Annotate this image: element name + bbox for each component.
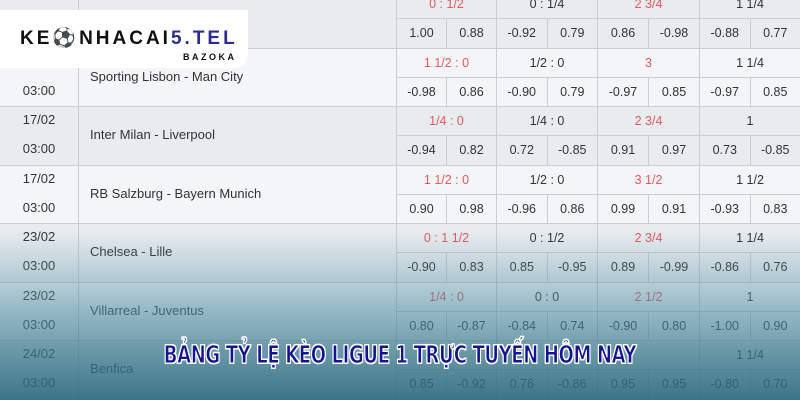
date-cell	[0, 165, 79, 223]
odds-value[interactable]: -0.85	[546, 136, 598, 166]
odds-value[interactable]: 1.00	[396, 19, 446, 49]
handicap-header: 1 1/2 : 0	[396, 48, 496, 78]
match-name[interactable]: RB Salzburg - Bayern Munich	[90, 185, 262, 201]
odds-value[interactable]: 0.73	[699, 136, 750, 166]
odds-value[interactable]: 0.77	[749, 19, 800, 49]
match-name[interactable]: Inter Milan - Liverpool	[90, 127, 215, 142]
match-date: 17/02	[22, 112, 56, 127]
odds-value[interactable]: 0.79	[546, 77, 598, 107]
match-date: 17/02	[22, 170, 56, 186]
odds-value[interactable]: 0.83	[749, 194, 800, 224]
handicap-header: 1 1/2	[699, 165, 800, 195]
gradient-overlay	[0, 230, 800, 400]
match-time: 03:00	[22, 82, 56, 98]
banner-title: BẢNG TỶ LỆ KÈO LIGUE 1 TRỰC TUYẾN HÔM NA…	[163, 340, 637, 370]
handicap-header: 2 3/4	[597, 107, 699, 136]
odds-value[interactable]: 0.90	[396, 194, 446, 224]
odds-value[interactable]: 0.86	[546, 194, 598, 224]
handicap-header: 3	[597, 48, 699, 78]
odds-value[interactable]: 0.88	[446, 19, 496, 49]
handicap-header: 2 3/4	[597, 0, 699, 19]
odds-value[interactable]: 0.85	[749, 77, 800, 107]
date-cell	[0, 48, 79, 106]
odds-value[interactable]: 0.79	[546, 19, 598, 49]
odds-value[interactable]: -0.94	[396, 136, 446, 166]
logo-subtext: BAZOKA	[183, 52, 237, 62]
match-time: 03:00	[22, 141, 56, 156]
date-cell	[0, 107, 79, 165]
handicap-header: 0 : 1/2	[396, 0, 496, 19]
handicap-header: 1 1/2 : 0	[396, 165, 496, 195]
handicap-header: 0 : 1/4	[496, 0, 597, 19]
odds-value[interactable]: -0.97	[699, 77, 750, 107]
handicap-header: 3 1/2	[597, 165, 699, 195]
odds-value[interactable]: -0.90	[496, 77, 547, 107]
handicap-header: 1 1/4	[699, 48, 800, 78]
odds-value[interactable]: -0.98	[396, 77, 446, 107]
handicap-header: 1 1/4	[699, 0, 800, 19]
handicap-header: 1/4 : 0	[396, 107, 496, 136]
handicap-header: 1/4 : 0	[496, 107, 597, 136]
match-name[interactable]: Sporting Lisbon - Man City	[90, 68, 244, 84]
odds-value[interactable]: -0.93	[699, 194, 750, 224]
odds-value[interactable]: -0.85	[749, 136, 800, 166]
odds-value[interactable]: -0.88	[699, 19, 750, 49]
odds-value[interactable]: -0.98	[648, 19, 699, 49]
odds-value[interactable]: 0.97	[648, 136, 699, 166]
odds-value[interactable]: 0.85	[648, 77, 699, 107]
handicap-header: 1	[699, 107, 800, 136]
odds-value[interactable]: -0.92	[496, 19, 547, 49]
odds-value[interactable]: 0.99	[597, 194, 648, 224]
odds-value[interactable]: 0.86	[597, 19, 648, 49]
odds-value[interactable]: 0.72	[496, 136, 547, 166]
table-row: 17/02 03:00 Inter Milan - Liverpool 1/4 :…	[0, 107, 800, 166]
odds-value[interactable]: 0.91	[597, 136, 648, 166]
logo: KE⚽NHACAI5.TEL BAZOKA	[0, 10, 248, 68]
match-time: 03:00	[22, 199, 56, 215]
odds-value[interactable]: 0.91	[648, 194, 699, 224]
table-row: 17/02 03:00 RB Salzburg - Bayern Munich 1…	[0, 165, 800, 224]
odds-value[interactable]: 0.86	[446, 77, 496, 107]
handicap-header: 1/2 : 0	[496, 165, 597, 195]
odds-value[interactable]: 0.82	[446, 136, 496, 166]
odds-value[interactable]: -0.96	[496, 194, 547, 224]
odds-value[interactable]: 0.98	[446, 194, 496, 224]
logo-text: KE⚽NHACAI5.TEL	[20, 28, 238, 49]
handicap-header: 1/2 : 0	[496, 48, 597, 78]
odds-value[interactable]: -0.97	[597, 77, 648, 107]
